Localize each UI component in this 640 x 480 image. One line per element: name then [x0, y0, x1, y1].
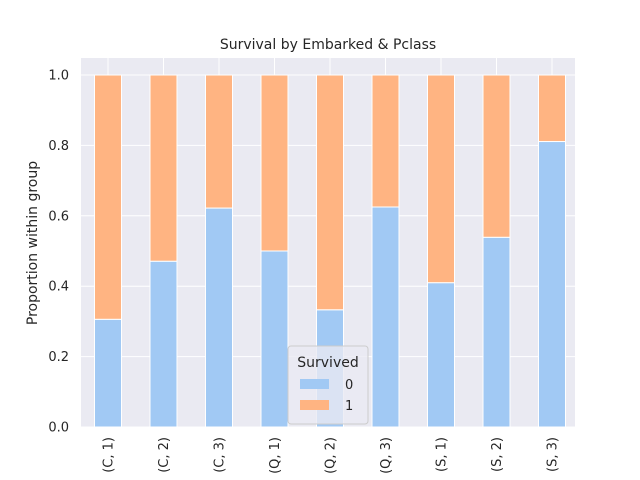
x-tick-label: (S, 1) — [435, 437, 450, 472]
bar-series-0-3 — [260, 250, 289, 428]
bar-series-1-1 — [149, 74, 178, 262]
x-ticks: (C, 1) (C, 2) (C, 3) (Q, 1) (Q, 2) (Q, 3) (S, … — [102, 437, 561, 474]
legend-title: Survived — [297, 355, 358, 371]
y-tick-label: 0.4 — [48, 280, 69, 295]
bar-series-0-5 — [371, 206, 400, 428]
bars — [94, 74, 566, 428]
chart-title: Survival by Embarked & Pclass — [220, 37, 436, 53]
legend-label-1: 1 — [345, 399, 353, 414]
y-tick-label: 0.2 — [48, 350, 69, 365]
bar-series-1-2 — [205, 74, 233, 209]
x-tick-label: (C, 1) — [102, 437, 117, 473]
bar-series-0-0 — [94, 318, 122, 428]
x-tick-label: (Q, 3) — [379, 437, 394, 474]
bar-series-0-8 — [538, 141, 566, 428]
legend-label-0: 0 — [345, 378, 353, 393]
bar-series-1-6 — [427, 74, 455, 284]
x-tick-label: (Q, 2) — [324, 437, 339, 474]
y-tick-label: 0.6 — [48, 209, 69, 224]
legend-swatch-0 — [300, 379, 329, 389]
bar-series-0-7 — [482, 236, 511, 428]
x-tick-label: (S, 2) — [490, 437, 505, 472]
bar-series-1-0 — [94, 74, 122, 320]
y-tick-label: 0.0 — [48, 421, 69, 436]
bar-series-1-5 — [371, 74, 400, 208]
x-tick-label: (C, 2) — [157, 437, 172, 473]
y-axis-label: Proportion within group — [25, 161, 41, 325]
legend-swatch-1 — [300, 400, 329, 410]
legend: Survived 0 1 — [287, 345, 369, 425]
y-tick-label: 0.8 — [48, 139, 69, 154]
x-tick-label: (C, 3) — [213, 437, 228, 473]
bar-series-0-1 — [149, 260, 178, 428]
x-tick-label: (S, 3) — [546, 437, 561, 472]
y-ticks: 0.0 0.2 0.4 0.6 0.8 1.0 — [48, 69, 69, 436]
bar-series-0-6 — [427, 282, 455, 428]
y-tick-label: 1.0 — [48, 69, 69, 84]
bar-series-1-3 — [260, 74, 289, 252]
bar-series-0-2 — [205, 207, 233, 428]
bar-series-1-8 — [538, 74, 566, 143]
bar-series-1-7 — [482, 74, 511, 238]
x-tick-label: (Q, 1) — [268, 437, 283, 474]
bar-series-1-4 — [316, 74, 344, 311]
